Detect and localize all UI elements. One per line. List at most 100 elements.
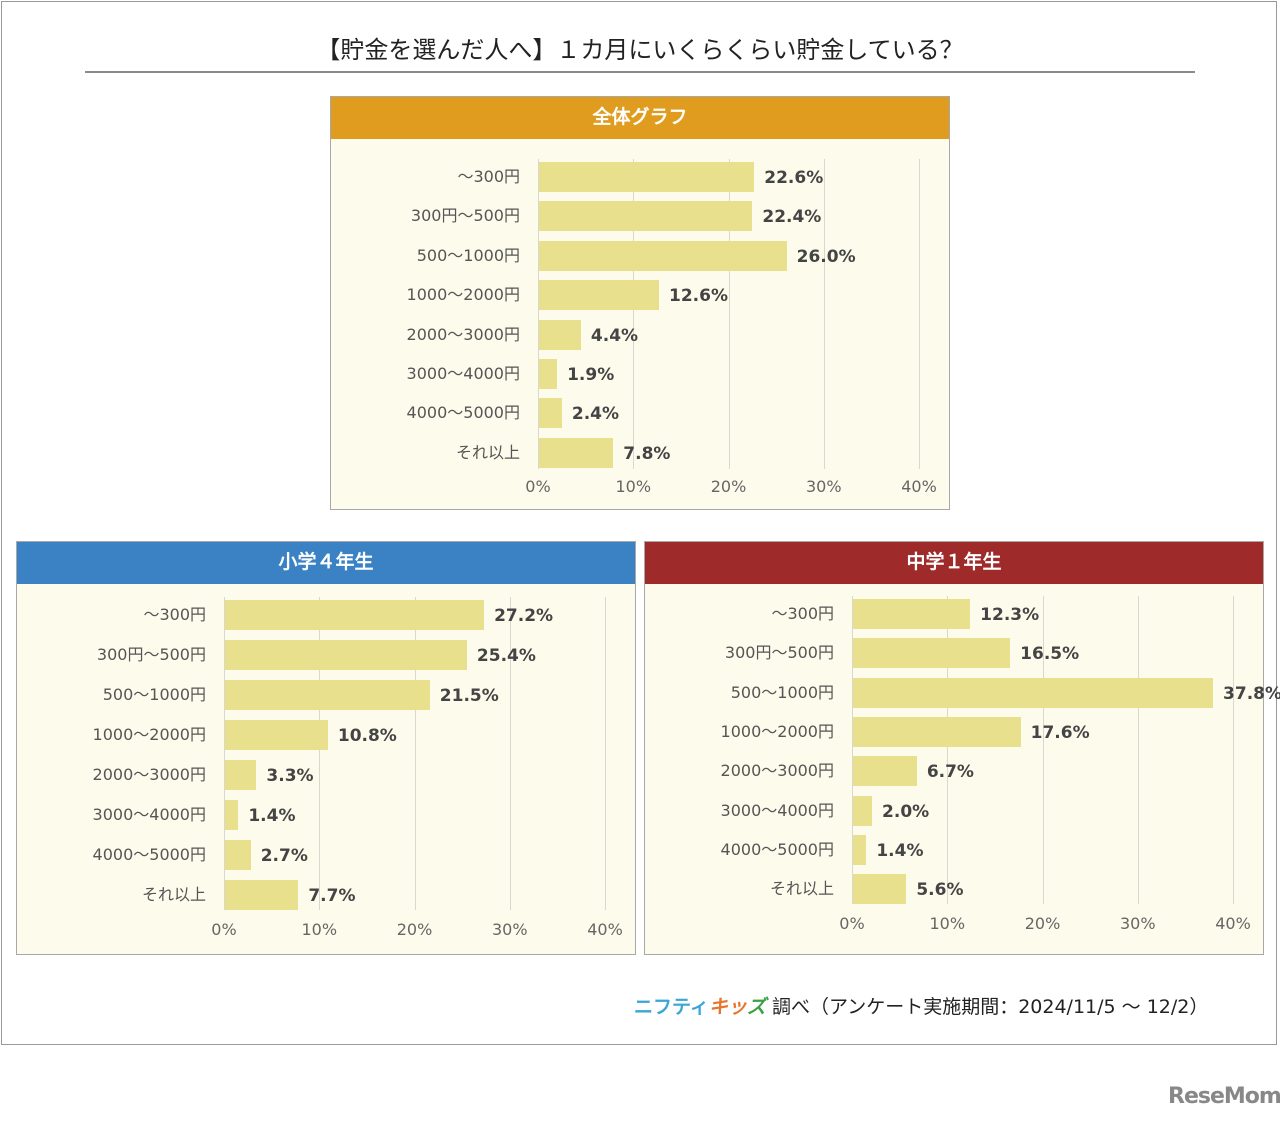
data-label: 2.7% — [260, 846, 308, 866]
gridline — [919, 159, 920, 469]
category-label: 3000～4000円 — [92, 805, 206, 824]
bar — [225, 680, 430, 710]
category-label: 500～1000円 — [416, 245, 520, 265]
gridline — [728, 159, 730, 469]
bar — [853, 599, 971, 629]
x-tick-label: 30% — [1119, 914, 1156, 933]
data-label: 26.0% — [796, 246, 856, 267]
data-label: 21.5% — [439, 686, 499, 706]
brand-logo-part3: ズ — [746, 996, 766, 1018]
data-label: 3.3% — [266, 766, 314, 786]
category-label: 2000～3000円 — [406, 324, 520, 344]
gridline — [605, 597, 606, 910]
category-label: 1000～2000円 — [720, 721, 834, 741]
gridline — [319, 597, 321, 910]
gridline — [509, 597, 511, 910]
data-label: 12.3% — [980, 605, 1040, 625]
data-label: 4.4% — [590, 325, 639, 346]
category-label: 500～1000円 — [730, 682, 834, 702]
category-label: 1000～2000円 — [92, 725, 206, 744]
data-label: 7.7% — [308, 886, 356, 906]
category-label: 300円～500円 — [724, 643, 834, 663]
y-axis-line — [852, 596, 853, 904]
bar — [225, 800, 239, 830]
category-label: 300円～500円 — [410, 206, 520, 226]
category-label: 2000～3000円 — [92, 765, 206, 784]
category-label: 2000～3000円 — [720, 761, 834, 781]
bar — [539, 398, 562, 429]
category-label: 1000～2000円 — [406, 285, 520, 305]
category-label: ～300円 — [457, 167, 520, 186]
data-label: 16.5% — [1020, 644, 1080, 665]
chart-frame — [1, 1, 1277, 1045]
x-tick-label: 0% — [839, 914, 865, 933]
data-label: 1.9% — [567, 365, 615, 385]
category-label: 4000～5000円 — [720, 839, 834, 859]
brand-logo-part2: キッ — [708, 996, 747, 1018]
category-label: 4000～5000円 — [406, 403, 520, 423]
bar — [225, 760, 257, 790]
title-divider — [85, 71, 1195, 73]
bar — [539, 437, 614, 468]
brand-logo-part1: ニフティ — [634, 996, 709, 1018]
x-tick-label: 20% — [1024, 914, 1061, 933]
panel-grade7: 中学１年生 0% 10% 20% 30% 40% ～300円 12.3% 300円～500円 16… — [644, 541, 1280, 955]
data-label: 1.4% — [876, 840, 924, 861]
x-tick-label: 40% — [901, 477, 937, 496]
bar — [853, 756, 917, 787]
bar — [853, 716, 1021, 747]
data-label: 12.6% — [669, 286, 728, 307]
x-tick-label: 0% — [525, 477, 551, 496]
data-label: 7.8% — [623, 443, 671, 464]
x-tick-label: 40% — [587, 920, 623, 939]
data-label: 5.6% — [916, 880, 964, 901]
x-tick-label: 0% — [211, 920, 237, 939]
y-axis-line — [224, 597, 225, 910]
data-label: 1.4% — [248, 806, 296, 826]
category-label: それ以上 — [769, 879, 834, 899]
gridline — [1137, 596, 1139, 904]
category-label: 3000～4000円 — [720, 800, 834, 820]
bar — [853, 638, 1011, 669]
gridline — [633, 159, 635, 469]
gridline — [1233, 596, 1234, 904]
category-label: 300円～500円 — [96, 645, 206, 664]
bar — [853, 795, 873, 826]
bar — [539, 240, 787, 271]
category-label: ～300円 — [143, 605, 206, 624]
bar — [225, 840, 251, 870]
panel-title: 中学１年生 — [645, 542, 1263, 584]
data-label: 10.8% — [337, 726, 397, 746]
gridline — [1042, 596, 1044, 904]
bar — [539, 319, 581, 350]
x-tick-label: 20% — [396, 920, 433, 939]
x-tick-label: 10% — [301, 920, 338, 939]
bar — [539, 359, 558, 389]
bar — [225, 640, 467, 670]
x-tick-label: 20% — [710, 477, 747, 496]
panel-overall: 全体グラフ 0% 10% 20% 30% 40% ～300円 22.6% 300円～500円 22… — [330, 96, 950, 510]
bar — [539, 280, 659, 311]
watermark-logo: ReseMom — [1168, 1084, 1280, 1109]
bar — [225, 880, 299, 910]
category-label: それ以上 — [455, 442, 520, 462]
category-label: 4000～5000円 — [92, 845, 206, 864]
source-note: ニフティキッズ 調べ（アンケート実施期間：2024/11/5 ～ 12/2） — [634, 992, 1208, 1019]
data-label: 17.6% — [1030, 722, 1090, 743]
bar — [225, 720, 328, 750]
gridline — [414, 597, 416, 910]
y-axis-line — [538, 159, 539, 469]
x-tick-label: 40% — [1215, 914, 1251, 933]
data-label: 25.4% — [476, 646, 536, 666]
page-title: 【貯金を選んだ人へ】１カ月にいくらくらい貯金している？ — [316, 36, 964, 64]
data-label: 27.2% — [494, 606, 554, 626]
bar — [853, 834, 867, 865]
data-label: 37.8% — [1223, 683, 1280, 704]
data-label: 2.4% — [571, 404, 620, 425]
bar — [853, 677, 1214, 708]
data-label: 22.6% — [764, 168, 824, 188]
category-label: それ以上 — [141, 885, 206, 904]
data-label: 6.7% — [926, 762, 974, 783]
category-label: 3000～4000円 — [406, 364, 520, 383]
source-text: 調べ（アンケート実施期間：2024/11/5 ～ 12/2） — [771, 996, 1209, 1018]
